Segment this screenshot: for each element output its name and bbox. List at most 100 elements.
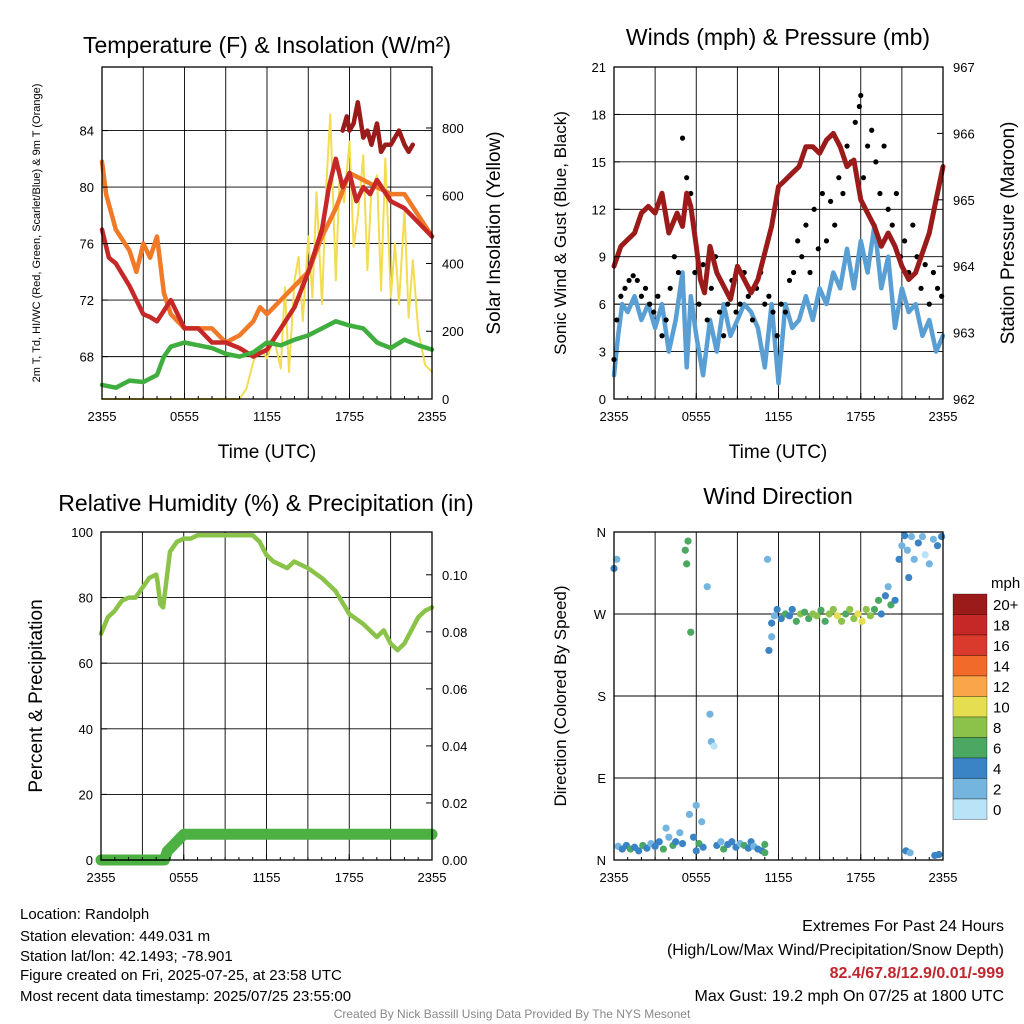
gust-point	[671, 254, 677, 260]
gust-point	[663, 317, 669, 323]
y2-tick-label: 600	[442, 189, 464, 204]
gust-point	[716, 309, 723, 315]
legend-swatch	[952, 737, 988, 759]
winds-grid	[614, 67, 943, 399]
gust-point	[700, 262, 706, 268]
direction-point	[706, 710, 714, 718]
direction-point	[699, 843, 707, 851]
direction-point	[698, 818, 706, 826]
direction-point	[773, 605, 781, 614]
y2-tick-label: 965	[953, 193, 975, 208]
x-tick-label: 2355	[600, 870, 629, 885]
humidity-ylabel: Percent & Precipitation	[26, 599, 47, 792]
gust-point	[766, 293, 772, 299]
direction-point	[921, 551, 929, 559]
x-tick-label: 0555	[682, 870, 711, 885]
gust-point	[910, 222, 916, 228]
station-elevation: Station elevation: 449.031 m	[20, 928, 211, 945]
gust-point	[803, 222, 809, 228]
direction-point	[907, 532, 916, 541]
y-tick-label: 6	[599, 297, 606, 312]
wind-direction-axes: 2355 0555 1155 1755 2355 N E S W N	[594, 525, 958, 885]
wind-direction-title: Wind Direction	[703, 483, 853, 509]
direction-point	[800, 608, 809, 616]
gust-point	[819, 190, 825, 197]
legend-label: 10	[993, 700, 1010, 717]
direction-point	[874, 596, 883, 604]
y2-tick-label: 0.04	[442, 739, 467, 754]
x-tick-label: 1155	[765, 870, 793, 885]
wind-direction-panel: Wind Direction 2355 0555 1155 1755 2355 N E S W N…	[551, 483, 1020, 885]
gust-point	[795, 238, 801, 244]
legend-label: 12	[993, 679, 1010, 696]
temperature-y2label: Solar Insolation (Yellow)	[484, 131, 505, 334]
legend-swatch	[952, 593, 988, 615]
gust-point	[799, 254, 805, 260]
direction-point	[929, 535, 938, 543]
direction-point	[687, 628, 695, 636]
gust-point	[827, 198, 834, 204]
extremes-subtitle: (High/Low/Max Wind/Precipitation/Snow De…	[666, 942, 1004, 959]
gust-point	[934, 285, 941, 291]
legend-swatch	[952, 757, 988, 779]
direction-point	[858, 617, 866, 625]
legend-label: 2	[993, 782, 1001, 799]
gust-point	[647, 301, 653, 307]
legend-label: 14	[993, 659, 1010, 676]
winds-panel: Winds (mph) & Pressure (mb) 2355 0555 1155…	[551, 24, 1019, 463]
direction-point	[710, 742, 718, 750]
y-tick-label: 40	[79, 722, 93, 737]
y-tick-label: 100	[71, 525, 93, 540]
legend-swatch	[952, 716, 988, 738]
gust-point	[696, 301, 702, 307]
legend-swatch	[952, 798, 988, 820]
y2-tick-label: 963	[953, 326, 975, 341]
legend-label: 4	[993, 761, 1001, 778]
legend-swatch	[952, 655, 988, 677]
gust-point	[749, 317, 756, 323]
direction-point	[768, 619, 776, 627]
direction-point	[891, 596, 899, 604]
humidity-axes: 2355 0555 1155 1755 2355 0 20 40 60 80 100 0.00 0.02…	[71, 525, 467, 885]
gust-point	[889, 222, 895, 228]
y2-tick-label: 0.02	[442, 796, 467, 811]
y-tick-label: 84	[80, 124, 94, 139]
direction-point	[763, 555, 772, 563]
direction-point	[785, 612, 794, 620]
x-tick-label: 2355	[929, 870, 958, 885]
direction-point	[895, 555, 903, 563]
direction-point	[689, 833, 698, 841]
gust-point	[930, 269, 937, 276]
legend-swatch	[952, 778, 988, 800]
x-tick-label: 2355	[929, 409, 958, 424]
winds-ylabel: Sonic Wind & Gust (Blue, Black)	[551, 111, 570, 355]
y2-tick-label: 0.00	[442, 853, 467, 868]
direction-point	[866, 612, 874, 620]
direction-point	[918, 532, 927, 541]
gust-point	[614, 317, 620, 323]
credit-line: Created By Nick Bassill Using Data Provi…	[333, 1007, 691, 1021]
gust-point	[877, 190, 883, 197]
x-tick-label: 2355	[418, 870, 447, 885]
gust-point	[675, 269, 682, 276]
y2-tick-label: 400	[442, 256, 464, 271]
gust-point	[708, 285, 714, 291]
gust-point	[659, 333, 665, 339]
gust-point	[651, 309, 657, 315]
direction-point	[728, 838, 736, 846]
x-tick-label: 0555	[170, 409, 199, 424]
gust-point	[902, 238, 908, 244]
speed-legend-unit: mph	[991, 575, 1020, 592]
legend-swatch	[952, 696, 988, 718]
gust-point	[762, 301, 768, 307]
legend-label: 6	[993, 741, 1001, 758]
x-tick-label: 0555	[169, 870, 198, 885]
direction-point	[692, 801, 700, 809]
gust-point	[852, 119, 858, 125]
direction-point	[683, 560, 691, 568]
direction-point	[821, 617, 829, 625]
y2-tick-label: 962	[953, 392, 975, 407]
y2-tick-label: 800	[442, 121, 464, 136]
gust-point	[618, 293, 624, 299]
extremes-values: 82.4/67.8/12.9/0.01/-999	[829, 965, 1004, 982]
